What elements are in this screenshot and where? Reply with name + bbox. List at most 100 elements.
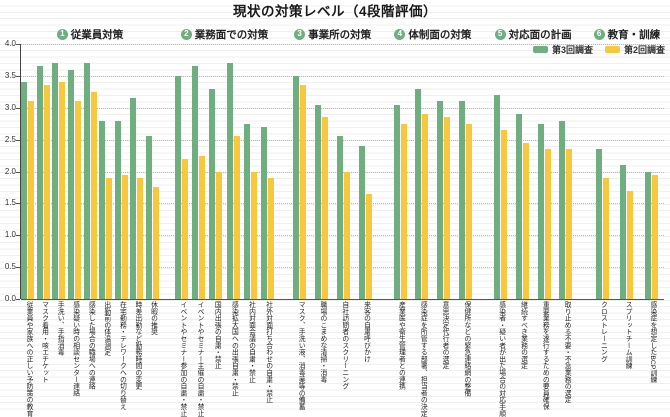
- group-name: 従業員対策: [70, 28, 124, 41]
- bar-pair: [411, 44, 433, 299]
- category-label: 意思決定代行者の選定: [441, 301, 449, 369]
- category-label: 時差出勤など勤務時間の変更: [133, 301, 141, 390]
- legend-entry-round3: 第3回調査: [532, 43, 593, 56]
- category-label: 継続すべき業務の選定: [519, 301, 527, 369]
- category-label: 感染疑い時の相談センター連絡: [71, 301, 79, 397]
- category-label-slot: 手洗い、手指消毒: [51, 301, 67, 411]
- group-number-icon: 4: [394, 28, 406, 40]
- bar-round3: [595, 149, 602, 299]
- bar-round2: [233, 136, 240, 299]
- category-label: 職場のこまめな清掃・消毒: [318, 301, 326, 383]
- category-label-slot: 取り止める不要・不急業務の選定: [555, 301, 577, 411]
- bar-pair: [145, 44, 161, 299]
- group-1: 1 従業員対策従業員や家族への正しい予防策の教育 マスク着用・咳エチケット 手洗い、手…: [20, 24, 161, 417]
- group-bars: [173, 44, 276, 299]
- bar-round3: [358, 146, 365, 299]
- y-tick-mark: [16, 299, 20, 300]
- category-label: 来客の自粛呼びかけ: [362, 301, 370, 363]
- bar-round2: [199, 155, 206, 299]
- bar-pair: [82, 44, 98, 299]
- group-name: 対応面の計画: [508, 28, 572, 41]
- bar-round2: [300, 85, 307, 299]
- category-label-slot: 感染症を想定したBCP訓練: [639, 301, 664, 411]
- category-label: 重要業務を遂行するための要員確保: [541, 301, 549, 410]
- category-label-slot: 意思決定代行者の選定: [433, 301, 455, 411]
- bar-pair: [555, 44, 577, 299]
- category-label: クロストレーニング: [599, 301, 607, 363]
- bar-round2: [627, 190, 634, 299]
- y-tick-label: 2.0: [4, 166, 16, 176]
- bar-round3: [145, 136, 152, 299]
- category-label-slot: 職場のこまめな清掃・消毒: [311, 301, 333, 411]
- bar-round2: [152, 187, 159, 299]
- bar-pair: [590, 44, 615, 299]
- bar-round2: [602, 177, 609, 299]
- group-header-1: 1 従業員対策: [20, 24, 160, 44]
- chart-main: 4.0 3.5 3.0 2.5 2.0 1.5 1.0 0.5 0.0 1 従業員対策 従業員や家族…: [0, 24, 670, 417]
- bar-pair: [354, 44, 376, 299]
- group-header-4: 4 体制面の対策: [389, 24, 476, 44]
- category-label-slot: 社外対面打ち合わせの自粛・禁止: [259, 301, 276, 411]
- category-label-slot: 自社訪問者のスクリーニング: [333, 301, 355, 411]
- bar-round2: [74, 101, 81, 299]
- category-label-slot: 産業医や衛生管理者との連携: [389, 301, 411, 411]
- category-label: スプリットチーム訓練: [624, 301, 632, 369]
- bar-round3: [36, 66, 43, 299]
- category-label: 産業医や衛生管理者との連携: [397, 301, 405, 390]
- group-bars: [490, 44, 577, 299]
- chart-title: 現状の対策レベル（4段階評価）: [232, 4, 437, 19]
- bar-pair: [615, 44, 640, 299]
- bar-round2: [652, 174, 659, 299]
- bar-round2: [466, 123, 473, 299]
- category-label-slot: クロストレーニング: [590, 301, 615, 411]
- bar-round3: [226, 63, 233, 299]
- bar-round2: [250, 171, 257, 299]
- bar-round3: [114, 120, 121, 299]
- group-number-icon: 6: [593, 28, 605, 40]
- bar-round2: [544, 149, 551, 299]
- group-name: 体制面の対策: [408, 28, 472, 41]
- category-label: 社内対面会議の自粛・禁止: [247, 301, 255, 383]
- y-tick-label: 0.5: [4, 262, 16, 272]
- group-3: 3 事業所の対策 マスク、手洗い液、消毒薬等の備蓄 職場のこまめな清掃・消毒 自社訪問者…: [289, 24, 376, 411]
- bar-pair: [389, 44, 411, 299]
- group-name: 教育・訓練: [607, 28, 661, 41]
- category-label-slot: 感染拡大国への出張自粛・禁止: [225, 301, 242, 411]
- y-tick-label: 3.0: [4, 102, 16, 112]
- bar-pair: [225, 44, 242, 299]
- group-header-6: 6 教育・訓練: [590, 24, 664, 44]
- bar-round3: [437, 101, 444, 299]
- category-label: 休暇の推奨: [149, 301, 157, 335]
- category-label: イベントやセミナー参加の自粛・禁止: [178, 301, 186, 417]
- category-label: 従業員や家族への正しい予防策の教育: [25, 301, 33, 417]
- category-label-slot: 感染者・疑い者が出た場合の対応手順: [490, 301, 512, 417]
- group-labels: クロストレーニング スプリットチーム訓練 感染症を想定したBCP訓練: [590, 299, 664, 411]
- bar-round2: [400, 123, 407, 299]
- y-tick-mark: [16, 267, 20, 269]
- bar-round2: [365, 193, 372, 299]
- category-label-slot: 国内出張の自粛・禁止: [207, 301, 224, 411]
- bar-round3: [209, 88, 216, 299]
- bar-round3: [52, 63, 59, 299]
- plot-area: 1 従業員対策従業員や家族への正しい予防策の教育 マスク着用・咳エチケット 手洗い、手…: [20, 24, 670, 417]
- legend-swatch-icon: [604, 46, 620, 53]
- category-label: マスク着用・咳エチケット: [40, 301, 48, 383]
- legend-swatch-icon: [532, 46, 548, 53]
- bar-pair: [289, 44, 311, 299]
- category-label-slot: 重要業務を遂行するための要員確保: [533, 301, 555, 411]
- bar-pair: [129, 44, 145, 299]
- y-tick-label: 4.0: [4, 39, 16, 48]
- bar-pair: [113, 44, 129, 299]
- group-6: 6 教育・訓練クロストレーニング スプリットチーム訓練 感染症を想定したBCP訓練: [590, 24, 664, 411]
- bar-pair: [36, 44, 52, 299]
- category-label-slot: 従業員や家族への正しい予防策の教育: [20, 301, 36, 417]
- category-label-slot: 感染疑い時の相談センター連絡: [67, 301, 83, 411]
- category-label: 感染症を所管する部署、担当者の決定: [419, 301, 427, 417]
- group-header-5: 5 対応面の計画: [490, 24, 577, 44]
- category-label: 感染者・疑い者が出た場合の対応手順: [497, 301, 505, 417]
- group-bars: [289, 44, 376, 299]
- category-label: 取り止める不要・不急業務の選定: [563, 301, 571, 403]
- bar-pair: [190, 44, 207, 299]
- bar-round2: [106, 177, 113, 299]
- bar-round2: [28, 101, 35, 299]
